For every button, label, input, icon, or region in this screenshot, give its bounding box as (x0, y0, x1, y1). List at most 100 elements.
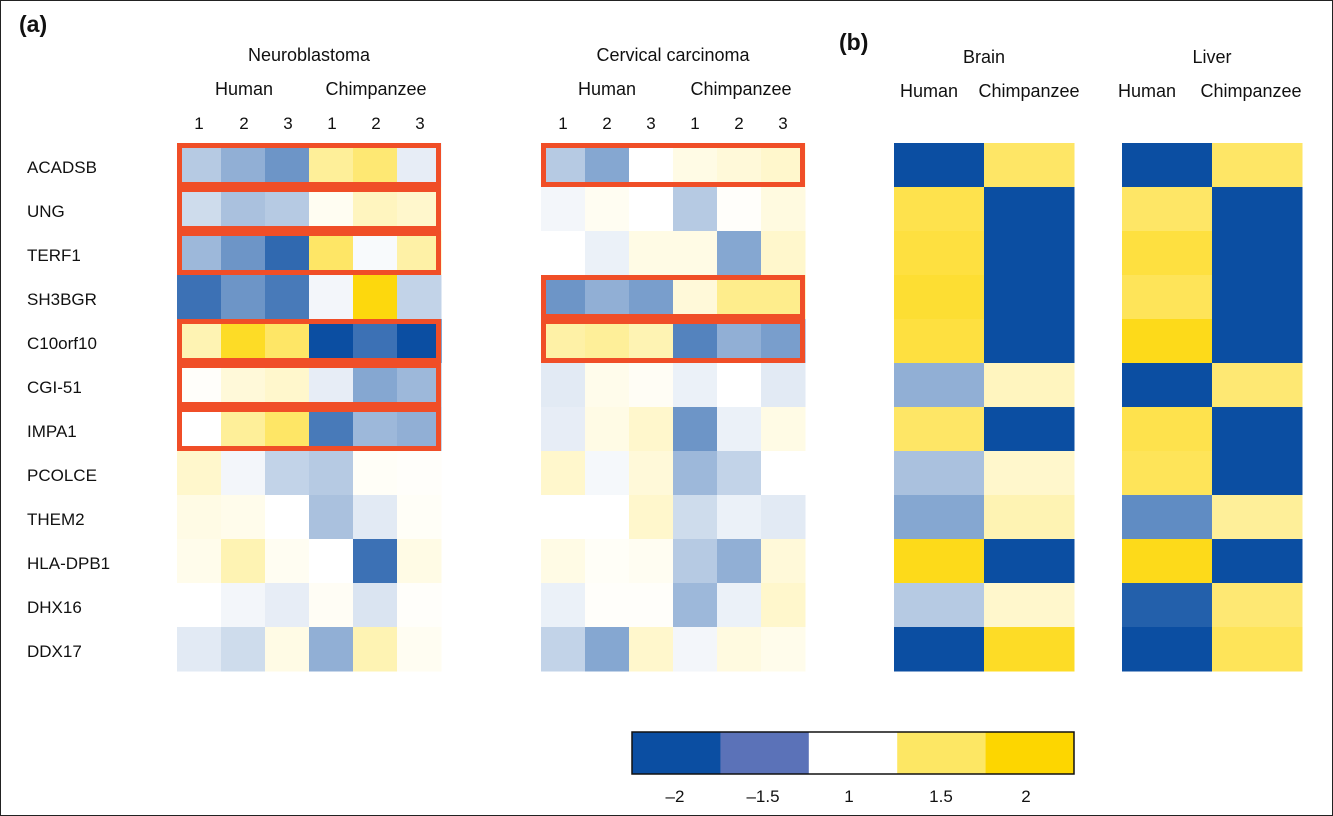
heatmap-cell (265, 143, 310, 188)
heatmap-cell (265, 451, 310, 496)
heatmap-cell (541, 495, 586, 540)
replicate-label: 3 (646, 114, 656, 133)
heatmap-cell (309, 407, 354, 452)
heatmap-cell (585, 275, 630, 320)
heatmap-cell (984, 407, 1075, 452)
heatmap-cell (984, 627, 1075, 672)
heatmap-cell (541, 363, 586, 408)
heatmap-cell (1122, 231, 1213, 276)
heatmap-cell (1122, 187, 1213, 232)
heatmap-cell (585, 583, 630, 628)
replicate-label: 1 (327, 114, 337, 133)
group-label: Chimpanzee (690, 79, 792, 99)
heatmap-cell (177, 231, 222, 276)
heatmap-cell (309, 143, 354, 188)
gene-label: TERF1 (27, 246, 81, 265)
heatmap-cell (1212, 363, 1303, 408)
group-label: Chimpanzee (325, 79, 427, 99)
heatmap-cell (894, 275, 985, 320)
heatmap-cell (629, 187, 674, 232)
group-label: Human (899, 81, 959, 101)
heatmap-neuroblastoma (177, 143, 442, 672)
heatmap-cell (541, 275, 586, 320)
heatmap-cell (309, 539, 354, 584)
replicate-label: 1 (558, 114, 568, 133)
heatmap-cell (629, 407, 674, 452)
heatmap-cell (717, 407, 762, 452)
heatmap-cell (221, 319, 266, 364)
gene-label: CGI-51 (27, 378, 82, 397)
title-liver: Liver (1192, 47, 1232, 67)
heatmap-cell (761, 363, 806, 408)
heatmap-cell (585, 231, 630, 276)
heatmap-liver (1122, 143, 1303, 672)
heatmap-cell (541, 627, 586, 672)
heatmap-cell (673, 539, 718, 584)
heatmap-cell (397, 627, 442, 672)
heatmap-cell (894, 363, 985, 408)
heatmap-cell (177, 407, 222, 452)
heatmap-cell (894, 407, 985, 452)
colorbar-tick-label: 1.5 (929, 787, 953, 806)
heatmap-cell (984, 495, 1075, 540)
heatmap-cell (265, 627, 310, 672)
heatmap-cell (353, 275, 398, 320)
heatmap-cell (1212, 407, 1303, 452)
heatmap-cell (761, 583, 806, 628)
heatmap-cell (984, 275, 1075, 320)
heatmap-cell (221, 407, 266, 452)
heatmap-cell (1122, 363, 1213, 408)
heatmap-cell (673, 231, 718, 276)
heatmap-cell (984, 187, 1075, 232)
colorbar-segment (632, 732, 721, 774)
heatmap-cell (629, 451, 674, 496)
heatmap-cell (309, 187, 354, 232)
heatmap-cell (673, 319, 718, 364)
highlight-box (177, 363, 441, 407)
heatmap-cell (984, 363, 1075, 408)
heatmap-cell (1212, 187, 1303, 232)
heatmap-cell (1212, 231, 1303, 276)
heatmap-cell (541, 319, 586, 364)
colorbar-tick-label: –2 (665, 787, 685, 806)
heatmap-cell (265, 187, 310, 232)
heatmap-cell (1212, 275, 1303, 320)
heatmap-cell (177, 143, 222, 188)
heatmap-cell (761, 539, 806, 584)
group-label: Chimpanzee (1200, 81, 1302, 101)
heatmap-cell (1212, 143, 1303, 188)
heatmap-cell (177, 319, 222, 364)
heatmap-cell (894, 319, 985, 364)
heatmap-cell (353, 495, 398, 540)
heatmap-cell (984, 231, 1075, 276)
heatmap-cell (585, 319, 630, 364)
heatmap-cell (585, 143, 630, 188)
replicate-label: 1 (194, 114, 204, 133)
heatmap-cell (761, 451, 806, 496)
heatmap-cell (894, 495, 985, 540)
heatmap-cell (1122, 407, 1213, 452)
heatmap-cell (629, 627, 674, 672)
heatmap-cell (673, 143, 718, 188)
gene-label: THEM2 (27, 510, 85, 529)
replicate-label: 2 (239, 114, 249, 133)
panel-label-a: (a) (19, 11, 48, 37)
heatmap-cell (177, 539, 222, 584)
gene-label: SH3BGR (27, 290, 97, 309)
heatmap-cell (309, 363, 354, 408)
heatmap-cell (221, 583, 266, 628)
colorbar-tick-label: 2 (1021, 787, 1031, 806)
heatmap-cell (265, 231, 310, 276)
replicate-label: 3 (283, 114, 293, 133)
colorbar-border (631, 731, 1075, 775)
colorbar-segment (720, 732, 810, 774)
heatmap-cell (1122, 275, 1213, 320)
heatmap-cell (265, 275, 310, 320)
colorbar-segment (808, 732, 898, 774)
heatmap-cell (541, 539, 586, 584)
heatmap-cell (397, 583, 442, 628)
heatmap-cell (585, 495, 630, 540)
heatmap-cell (397, 187, 442, 232)
heatmap-cell (761, 495, 806, 540)
